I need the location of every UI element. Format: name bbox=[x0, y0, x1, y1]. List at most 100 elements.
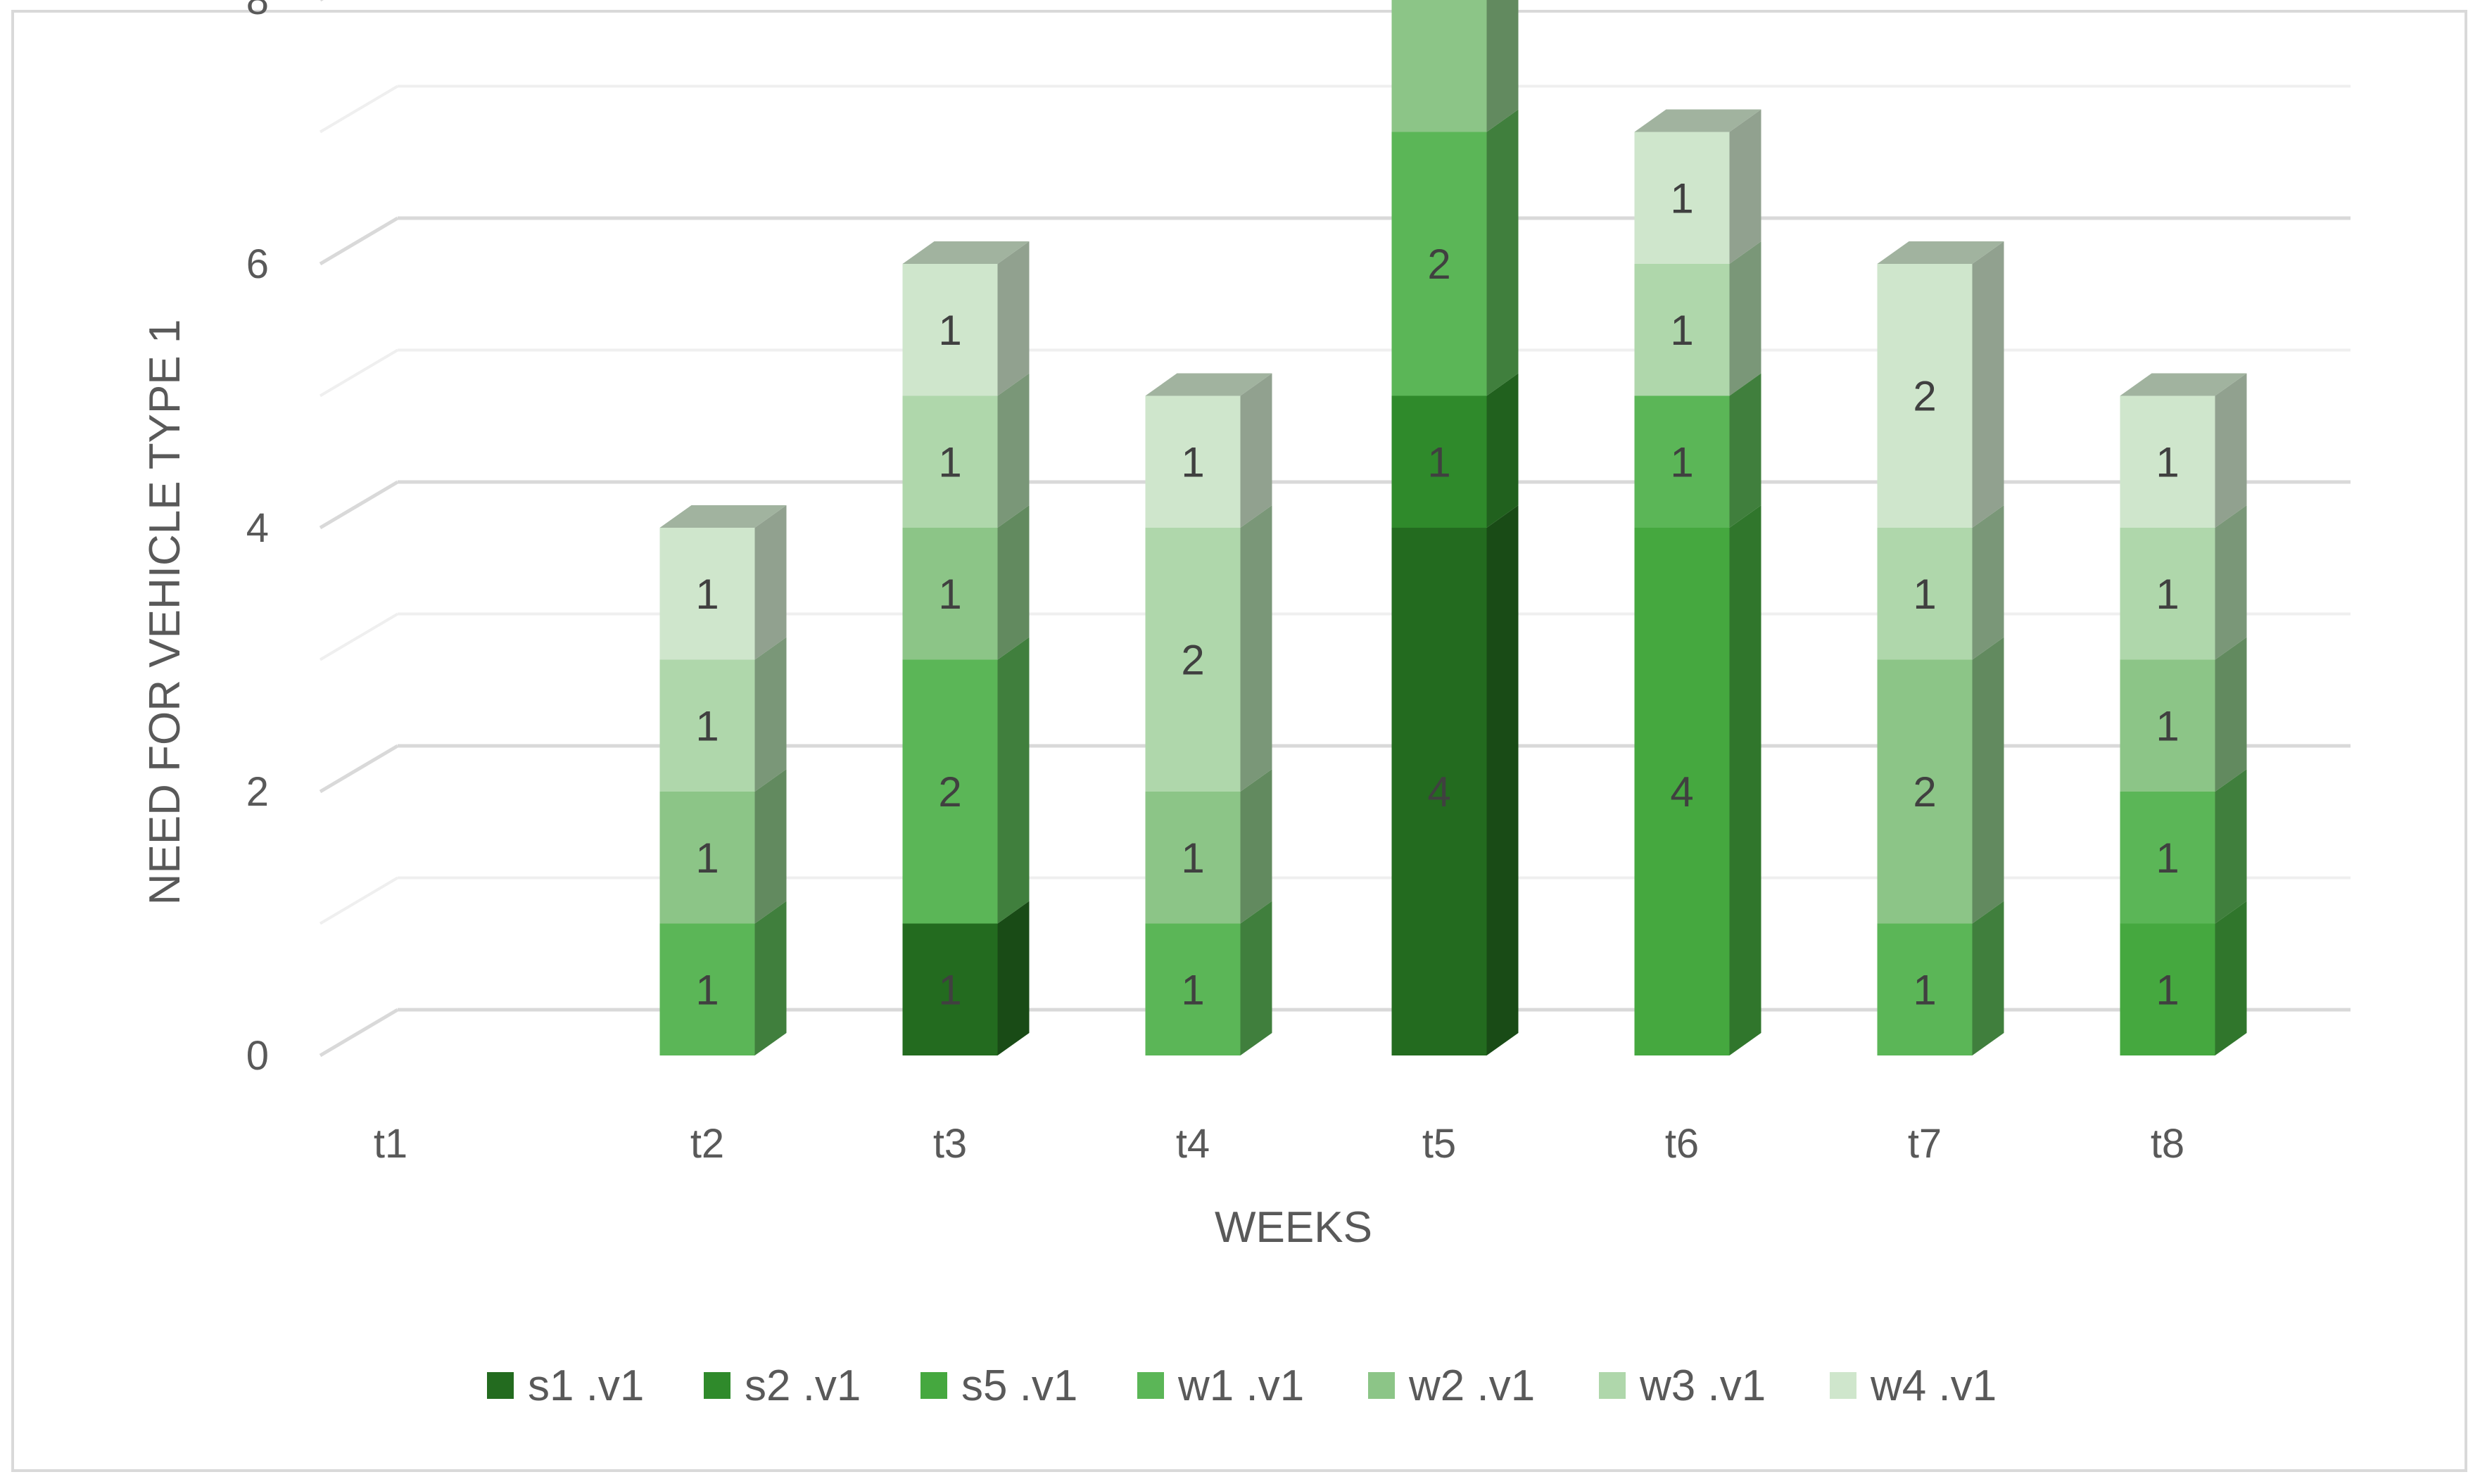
legend-swatch bbox=[704, 1372, 730, 1399]
legend-label: w3 .v1 bbox=[1639, 1362, 1766, 1410]
bar-segment: 1 bbox=[2120, 637, 2247, 792]
bar-front bbox=[1391, 132, 1487, 396]
bar-front bbox=[1145, 792, 1241, 924]
y-tick-label: 2 bbox=[246, 769, 269, 815]
bar-segment: 1 bbox=[1145, 901, 1272, 1055]
bar-front bbox=[1634, 395, 1730, 528]
x-tick-label: t5 bbox=[1422, 1121, 1456, 1167]
bar-front bbox=[1391, 0, 1487, 132]
legend-swatch bbox=[920, 1372, 947, 1399]
bar-segment: 2 bbox=[902, 637, 1030, 924]
data-label: 1 bbox=[1181, 835, 1204, 882]
bar-side bbox=[754, 505, 787, 660]
bar-front bbox=[902, 528, 998, 660]
bar-side bbox=[1729, 109, 1761, 264]
bar-front bbox=[2120, 528, 2215, 660]
legend-swatch bbox=[1368, 1372, 1395, 1399]
bar-segment: 1 bbox=[659, 901, 787, 1055]
data-label: 2 bbox=[1181, 637, 1204, 684]
bar-segment: 1 bbox=[902, 505, 1030, 660]
bar-front bbox=[659, 792, 755, 924]
data-label: 1 bbox=[1913, 966, 1936, 1013]
data-label: 1 bbox=[1913, 571, 1936, 618]
y-axis-ticks: 02468101214 bbox=[246, 0, 269, 1079]
bar-segment: 1 bbox=[902, 373, 1030, 528]
bar-top bbox=[2120, 373, 2247, 396]
bar-side bbox=[997, 505, 1030, 660]
bar-segment: 1 bbox=[1877, 505, 2004, 660]
bar-front bbox=[2120, 659, 2215, 792]
legend-label: s1 .v1 bbox=[528, 1362, 644, 1410]
y-tick-label: 0 bbox=[246, 1033, 269, 1079]
bar-front bbox=[1145, 923, 1241, 1055]
side-gridline bbox=[319, 480, 399, 530]
bar-segment: 1 bbox=[1634, 109, 1761, 264]
legend-label: s5 .v1 bbox=[961, 1362, 1077, 1410]
data-label: 1 bbox=[1181, 438, 1204, 486]
x-axis-title: WEEKS bbox=[1215, 1203, 1372, 1252]
data-label: 1 bbox=[938, 307, 961, 354]
legend-label: w4 .v1 bbox=[1870, 1362, 1997, 1410]
data-label: 1 bbox=[1427, 438, 1450, 486]
bar-side bbox=[997, 241, 1030, 396]
bar-segment: 1 bbox=[1391, 373, 1519, 528]
data-label: 1 bbox=[2156, 966, 2179, 1013]
x-tick-label: t3 bbox=[933, 1121, 967, 1167]
gridlines bbox=[319, 0, 2351, 1058]
x-tick-label: t8 bbox=[2151, 1121, 2184, 1167]
bar-segment: 1 bbox=[902, 241, 1030, 396]
bar-side bbox=[1486, 373, 1519, 528]
bar-segment: 2 bbox=[1877, 241, 2004, 528]
bar-front bbox=[902, 923, 998, 1055]
bar-front bbox=[2120, 792, 2215, 924]
side-gridline bbox=[319, 612, 399, 661]
bar-segment: 1 bbox=[1145, 769, 1272, 924]
bar-side bbox=[2215, 505, 2247, 660]
data-label: 1 bbox=[695, 835, 719, 882]
bar-side bbox=[1972, 901, 2004, 1055]
bar-side bbox=[1972, 637, 2004, 924]
data-label: 1 bbox=[695, 571, 719, 618]
bar-front bbox=[2120, 923, 2215, 1055]
bar-segment: 1 bbox=[902, 901, 1030, 1055]
x-tick-label: t1 bbox=[374, 1121, 407, 1167]
bar-front bbox=[659, 659, 755, 792]
bars: 11111211111214123224111121211111 bbox=[659, 0, 2247, 1055]
bar-segment: 1 bbox=[659, 637, 787, 792]
data-label: 1 bbox=[1670, 307, 1693, 354]
x-tick-label: t6 bbox=[1665, 1121, 1699, 1167]
bar-segment: 1 bbox=[659, 505, 787, 660]
data-label: 1 bbox=[938, 966, 961, 1013]
bar-side bbox=[1729, 505, 1761, 1055]
bar-front bbox=[902, 659, 998, 924]
bar-side bbox=[1486, 109, 1519, 396]
bar-top bbox=[1877, 241, 2004, 264]
legend-label: s2 .v1 bbox=[745, 1362, 861, 1410]
legend-label: w2 .v1 bbox=[1408, 1362, 1535, 1410]
bar-side bbox=[754, 901, 787, 1055]
data-label: 1 bbox=[1670, 438, 1693, 486]
legend-label: w1 .v1 bbox=[1177, 1362, 1304, 1410]
bar-segment: 1 bbox=[2120, 901, 2247, 1055]
data-label: 1 bbox=[1670, 175, 1693, 222]
bar-top bbox=[1145, 373, 1272, 396]
legend-item: s5 .v1 bbox=[920, 1362, 1077, 1410]
bar-segment: 1 bbox=[2120, 505, 2247, 660]
bar-segment: 1 bbox=[2120, 769, 2247, 924]
bar-side bbox=[1972, 505, 2004, 660]
bar-segment: 1 bbox=[2120, 373, 2247, 528]
bar-side bbox=[997, 637, 1030, 924]
legend: s1 .v1 s2 .v1 s5 .v1 w1 .v1 w2 .v1 w3 .v1 w4 .… bbox=[487, 1362, 1997, 1410]
y-tick-label: 4 bbox=[246, 505, 269, 551]
bar-front bbox=[659, 923, 755, 1055]
bar-side bbox=[1240, 373, 1272, 528]
legend-item: w3 .v1 bbox=[1599, 1362, 1766, 1410]
x-tick-label: t7 bbox=[1908, 1121, 1942, 1167]
data-label: 1 bbox=[2156, 702, 2179, 749]
bar-front bbox=[902, 395, 998, 528]
y-tick-label: 6 bbox=[246, 241, 269, 287]
bar-side bbox=[2215, 901, 2247, 1055]
bar-front bbox=[1391, 528, 1487, 1055]
bar-front bbox=[1634, 528, 1730, 1055]
